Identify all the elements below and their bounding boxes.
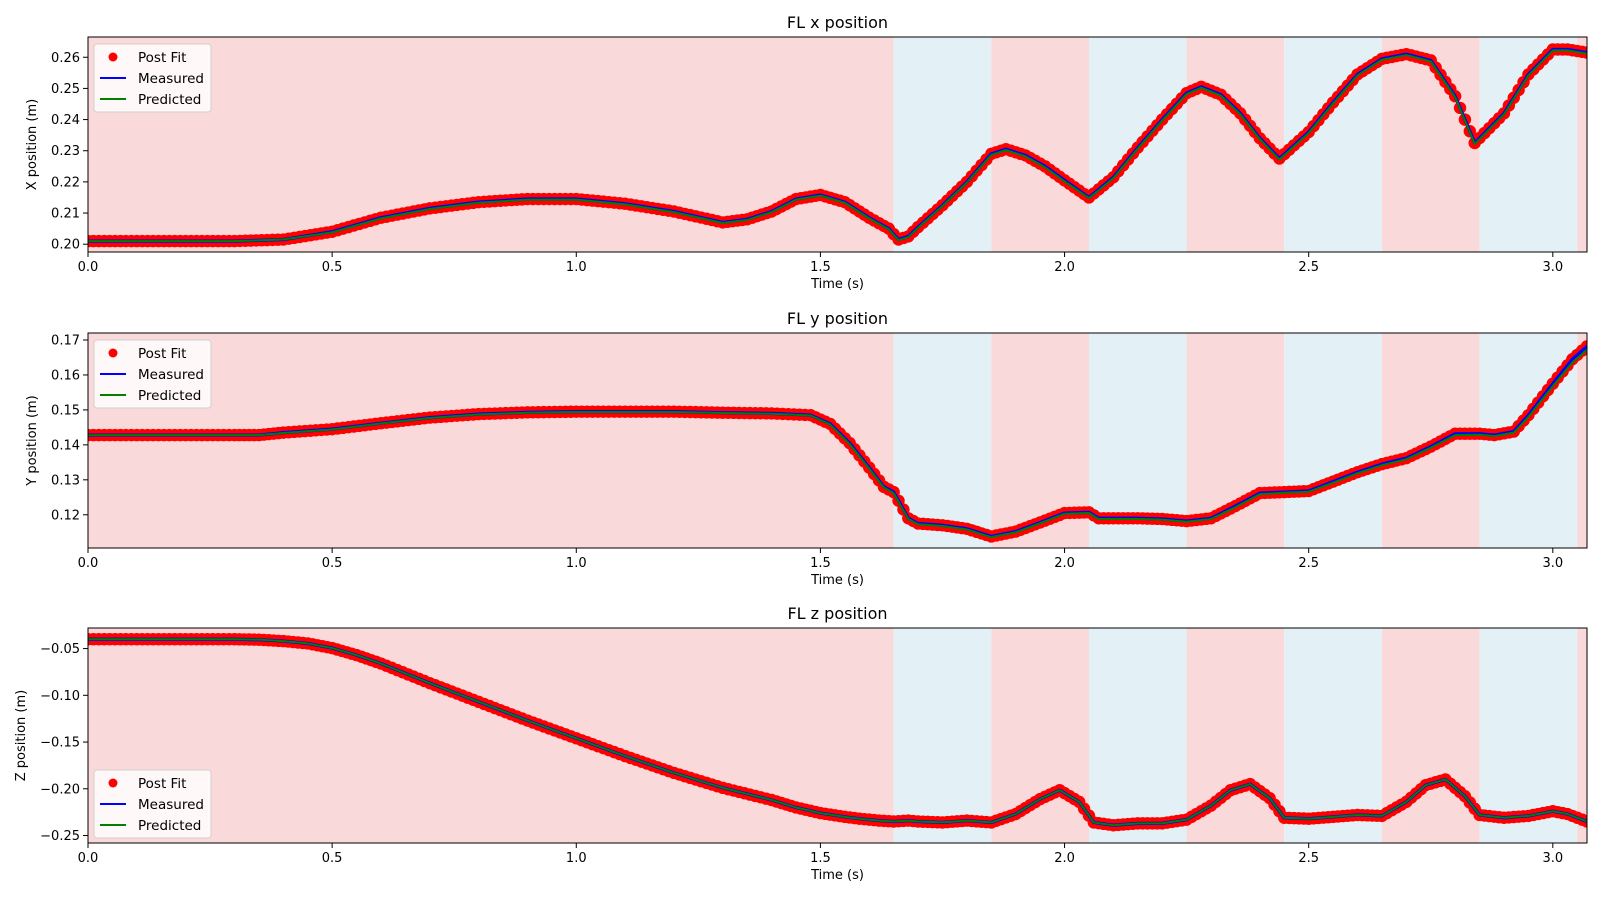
x-tick-label: 0.0	[78, 556, 99, 571]
series-predicted-line	[88, 349, 1587, 539]
x-axis-label: Time (s)	[810, 573, 864, 588]
legend-box	[93, 43, 212, 113]
x-tick-label: 3.0	[1542, 260, 1563, 275]
axes-frame	[87, 36, 1588, 253]
y-tick-label: 0.15	[51, 403, 80, 418]
y-tick-label: 0.13	[51, 473, 80, 488]
x-tick-label: 1.0	[566, 260, 587, 275]
phase-bands	[88, 333, 1587, 548]
x-tick-label: 3.0	[1542, 556, 1563, 571]
x-tick-label: 2.5	[1298, 260, 1319, 275]
phase-band-stance	[88, 628, 894, 843]
x-tick-label: 0.0	[78, 851, 99, 866]
phase-band-stance	[1577, 628, 1587, 843]
series-group	[88, 43, 1587, 248]
legend-label: Post Fit	[138, 346, 186, 362]
x-tick-label: 1.0	[566, 556, 587, 571]
x-tick-label: 3.0	[1542, 851, 1563, 866]
legend-label: Measured	[138, 367, 204, 383]
y-axis-label: Z position (m)	[14, 690, 29, 781]
phase-band-stance	[1577, 333, 1587, 548]
legend: Post Fit Measured Predicted	[93, 339, 212, 409]
x-tick-label: 0.5	[322, 556, 343, 571]
y-tick-label: −0.15	[40, 736, 80, 751]
chart-title: FL y position	[787, 309, 888, 328]
phase-band-swing	[1284, 333, 1382, 548]
legend-label: Post Fit	[138, 776, 186, 792]
y-tick-label: −0.25	[40, 829, 80, 844]
y-tick-label: 0.22	[51, 175, 80, 190]
chart-panel-2: 0.0 0.5 1.0 1.5 2.0 2.5 3.0 0.12 0.13 0.14 0.15 0.1…	[25, 309, 1588, 588]
y-tick-label: 0.24	[51, 113, 80, 128]
phase-bands	[88, 37, 1587, 252]
y-tick-label: 0.23	[51, 144, 80, 159]
x-tick-label: 0.0	[78, 260, 99, 275]
y-tick-label: 0.25	[51, 82, 80, 97]
y-tick-label: 0.17	[51, 333, 80, 348]
chart-panel-1: 0.0 0.5 1.0 1.5 2.0 2.5 3.0 0.20 0.21 0.22 0.23 0.2…	[25, 13, 1588, 292]
y-tick-label: −0.20	[40, 782, 80, 797]
y-axis-label: X position (m)	[25, 99, 40, 190]
phase-band-swing	[893, 37, 992, 252]
x-tick-label: 1.0	[566, 851, 587, 866]
legend-marker-post-fit	[108, 52, 118, 62]
chart-title: FL x position	[787, 13, 888, 32]
legend: Post Fit Measured Predicted	[93, 769, 212, 839]
x-tick-label: 2.0	[1054, 260, 1075, 275]
x-tick-label: 0.5	[322, 851, 343, 866]
y-tick-label: 0.20	[51, 238, 80, 253]
phase-band-stance	[1381, 37, 1480, 252]
legend-label: Measured	[138, 797, 204, 813]
x-tick-label: 1.5	[810, 851, 831, 866]
chart-title: FL z position	[787, 604, 887, 623]
series-group	[88, 340, 1587, 543]
axes-frame	[87, 627, 1588, 844]
legend-marker-post-fit	[108, 778, 118, 788]
x-tick-label: 0.5	[322, 260, 343, 275]
x-tick-label: 1.5	[810, 556, 831, 571]
series-predicted-line	[88, 49, 1587, 243]
y-tick-label: 0.14	[51, 438, 80, 453]
x-tick-label: 1.5	[810, 260, 831, 275]
x-axis-label: Time (s)	[810, 868, 864, 883]
y-tick-label: −0.10	[40, 689, 80, 704]
legend-label: Measured	[138, 71, 204, 87]
y-tick-label: 0.16	[51, 368, 80, 383]
legend-label: Predicted	[138, 388, 201, 404]
phase-band-stance	[991, 628, 1089, 843]
phase-bands	[88, 628, 1587, 843]
x-axis-label: Time (s)	[810, 277, 864, 292]
phase-band-swing	[1088, 628, 1187, 843]
legend: Post Fit Measured Predicted	[93, 43, 212, 113]
legend-box	[93, 339, 212, 409]
x-tick-label: 2.0	[1054, 556, 1075, 571]
y-tick-label: 0.21	[51, 207, 80, 222]
phase-band-stance	[1577, 37, 1587, 252]
phase-band-swing	[893, 628, 992, 843]
legend-box	[93, 769, 212, 839]
x-tick-label: 2.5	[1298, 556, 1319, 571]
series-predicted-line	[88, 638, 1587, 827]
series-group	[88, 633, 1587, 832]
legend-label: Predicted	[138, 92, 201, 108]
phase-band-swing	[893, 333, 992, 548]
legend-marker-post-fit	[108, 348, 118, 358]
axes-frame	[87, 332, 1588, 549]
x-tick-label: 2.5	[1298, 851, 1319, 866]
y-tick-label: 0.12	[51, 508, 80, 523]
y-axis-label: Y position (m)	[25, 395, 40, 487]
phase-band-swing	[1284, 628, 1382, 843]
y-tick-label: 0.26	[51, 51, 80, 66]
y-tick-label: −0.05	[40, 642, 80, 657]
chart-panel-3: 0.0 0.5 1.0 1.5 2.0 2.5 3.0 −0.05 −0.10 −0.15 −0.2…	[14, 604, 1588, 883]
x-tick-label: 2.0	[1054, 851, 1075, 866]
legend-label: Post Fit	[138, 50, 186, 66]
legend-label: Predicted	[138, 818, 201, 834]
